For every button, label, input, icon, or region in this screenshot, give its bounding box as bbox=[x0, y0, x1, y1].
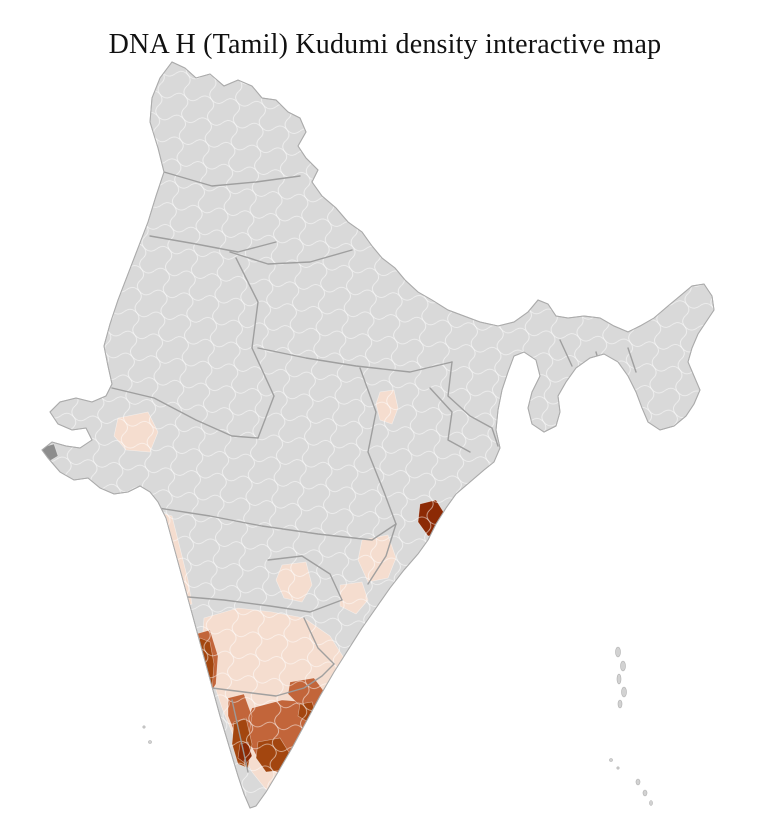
south-coast-district[interactable] bbox=[293, 769, 317, 795]
east-coast-dark-district[interactable] bbox=[513, 433, 541, 467]
state-borders bbox=[111, 171, 637, 773]
page-title: DNA H (Tamil) Kudumi density interactive… bbox=[108, 28, 662, 60]
nicobar-islands[interactable] bbox=[635, 778, 653, 806]
lakshadweep-islands[interactable] bbox=[142, 725, 152, 744]
district-mesh-overlay bbox=[42, 62, 714, 808]
india-outline bbox=[41, 61, 715, 809]
andaman-islands[interactable] bbox=[609, 646, 627, 770]
